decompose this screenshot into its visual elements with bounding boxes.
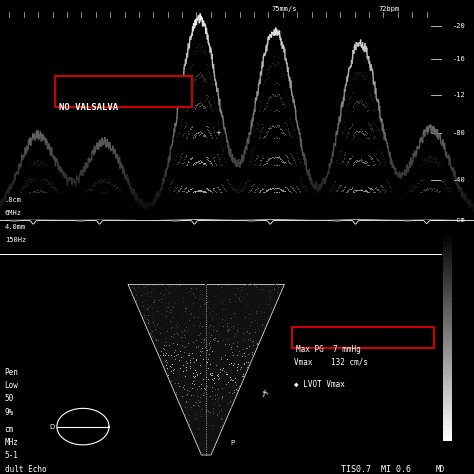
Bar — [443, 278, 452, 283]
Text: †ˣ: †ˣ — [260, 388, 271, 399]
Text: -16: -16 — [453, 56, 465, 62]
Bar — [443, 390, 452, 395]
Bar — [443, 420, 452, 426]
Text: -20: -20 — [453, 23, 465, 29]
Text: Max PG  7 mmHg: Max PG 7 mmHg — [296, 345, 361, 354]
Text: MD: MD — [436, 465, 446, 474]
Bar — [443, 298, 452, 303]
Bar — [443, 257, 452, 263]
Text: Low: Low — [5, 381, 18, 390]
Polygon shape — [128, 284, 284, 455]
Bar — [443, 334, 452, 339]
Bar — [443, 303, 452, 309]
Bar — [443, 410, 452, 415]
Bar — [443, 380, 452, 385]
Text: 72bpm: 72bpm — [378, 6, 399, 12]
Bar — [443, 426, 452, 430]
Bar — [443, 385, 452, 390]
Bar — [443, 283, 452, 288]
Bar — [443, 395, 452, 400]
Text: 9%: 9% — [5, 408, 14, 417]
Text: 75mm/s: 75mm/s — [272, 6, 297, 12]
Text: P: P — [230, 440, 234, 446]
Bar — [443, 339, 452, 344]
Bar — [443, 247, 452, 252]
Bar — [443, 313, 452, 319]
Bar — [443, 268, 452, 273]
Bar — [443, 329, 452, 334]
Text: Vmax    132 cm/s: Vmax 132 cm/s — [294, 358, 368, 367]
Bar — [443, 354, 452, 359]
Bar — [443, 349, 452, 354]
Bar — [443, 273, 452, 278]
Text: .8cm: .8cm — [5, 197, 22, 203]
Text: NO VALSALVA: NO VALSALVA — [59, 103, 118, 112]
FancyBboxPatch shape — [292, 327, 434, 348]
Bar — [443, 400, 452, 405]
Text: 50: 50 — [5, 394, 14, 403]
Text: Pen: Pen — [5, 368, 18, 377]
Text: 5-1: 5-1 — [5, 451, 18, 460]
FancyBboxPatch shape — [55, 76, 192, 107]
Bar — [443, 405, 452, 410]
Bar — [443, 436, 452, 441]
Text: 150Hz: 150Hz — [5, 237, 26, 243]
Bar — [443, 309, 452, 313]
Text: +: + — [215, 130, 221, 136]
Bar — [443, 365, 452, 370]
Bar — [443, 374, 452, 380]
Bar — [443, 319, 452, 324]
Text: 4.0mm: 4.0mm — [5, 224, 26, 230]
Text: D: D — [50, 424, 55, 429]
Bar — [443, 293, 452, 298]
Text: cm: cm — [5, 425, 14, 434]
Bar — [443, 237, 452, 242]
Text: -40: -40 — [453, 177, 465, 183]
Bar — [443, 415, 452, 420]
Bar — [443, 263, 452, 267]
Bar — [443, 370, 452, 374]
Bar — [443, 288, 452, 293]
Text: TIS0.7  MI 0.6: TIS0.7 MI 0.6 — [341, 465, 411, 474]
Text: MHz: MHz — [5, 438, 18, 447]
Bar — [443, 359, 452, 365]
Text: -80: -80 — [453, 130, 465, 136]
Text: -cm: -cm — [453, 218, 465, 223]
Text: 6MHz: 6MHz — [5, 210, 22, 217]
Bar — [443, 252, 452, 257]
Text: -12: -12 — [453, 92, 465, 98]
Text: dult Echo: dult Echo — [5, 465, 46, 474]
Bar — [443, 430, 452, 436]
Bar — [443, 242, 452, 247]
Text: ◆ LVOT Vmax: ◆ LVOT Vmax — [294, 379, 345, 388]
Bar — [443, 324, 452, 329]
Bar — [443, 344, 452, 349]
